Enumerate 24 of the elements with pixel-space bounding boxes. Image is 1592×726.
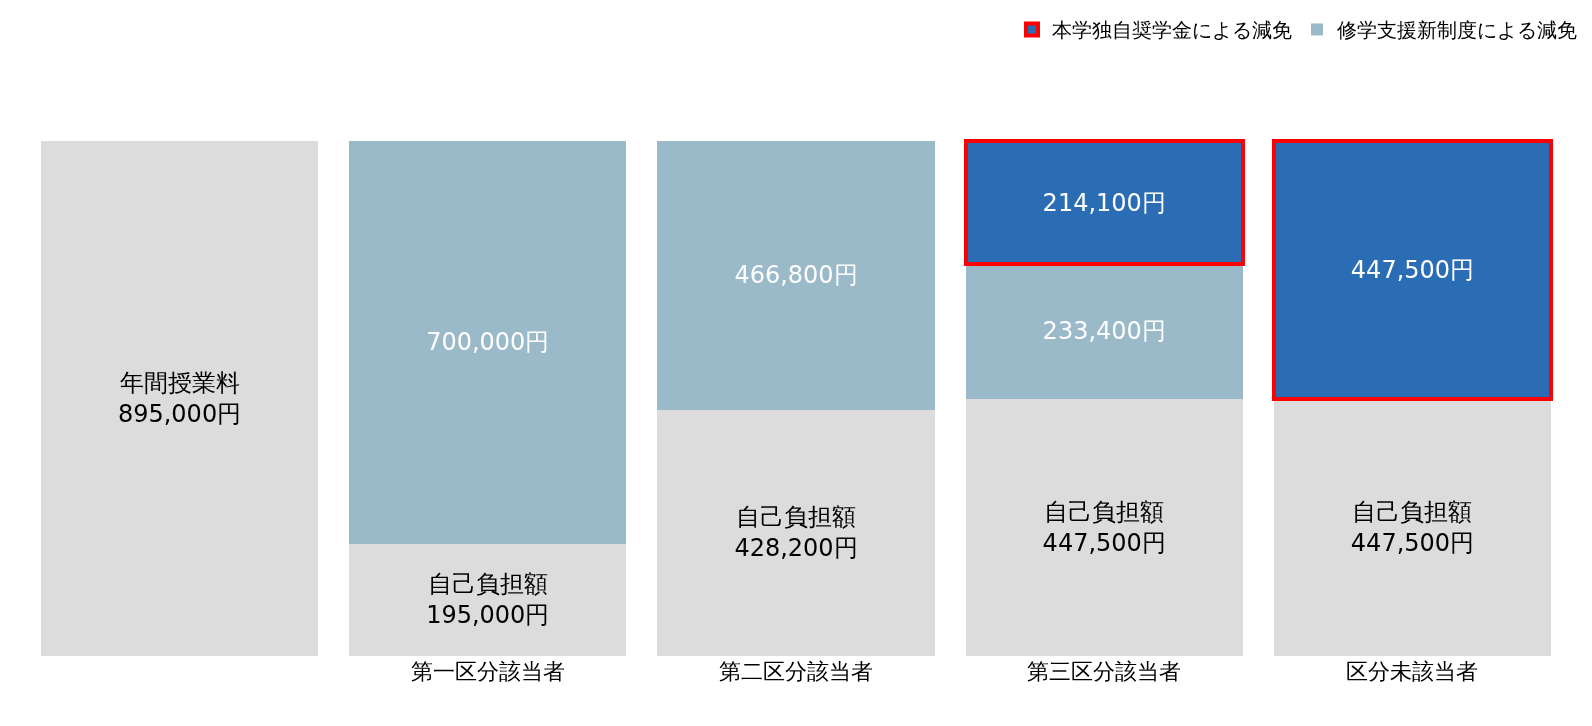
x-tick-label: 第一区分該当者 — [410, 659, 565, 684]
bar — [40, 141, 319, 656]
legend-label: 本学独自奨学金による減免 — [1052, 18, 1292, 43]
bar — [657, 141, 935, 410]
bar — [349, 543, 627, 656]
data-label: 447,500円 — [1350, 255, 1475, 284]
bar — [1273, 398, 1552, 656]
data-label: 自己負担額 428,200円 — [734, 503, 858, 563]
data-label: 233,400円 — [1042, 317, 1166, 346]
bar — [965, 264, 1243, 399]
data-label: 自己負担額 447,500円 — [1350, 497, 1475, 557]
x-tick-label: 第三区分該当者 — [1027, 659, 1182, 684]
legend-label: 修学支援新制度による減免 — [1337, 18, 1577, 43]
data-label: 自己負担額 195,000円 — [426, 570, 550, 630]
bar — [965, 398, 1243, 656]
data-label: 700,000円 — [426, 328, 550, 357]
x-tick-label: 第二区分該当者 — [719, 659, 873, 684]
bar — [657, 409, 935, 656]
data-label: 自己負担額 447,500円 — [1042, 497, 1166, 557]
data-label: 466,800円 — [734, 261, 858, 290]
data-label: 214,100円 — [1042, 188, 1166, 217]
data-label: 年間授業料 895,000円 — [117, 368, 242, 429]
x-tick-label: 区分未該当者 — [1346, 659, 1479, 684]
bar — [349, 141, 627, 544]
